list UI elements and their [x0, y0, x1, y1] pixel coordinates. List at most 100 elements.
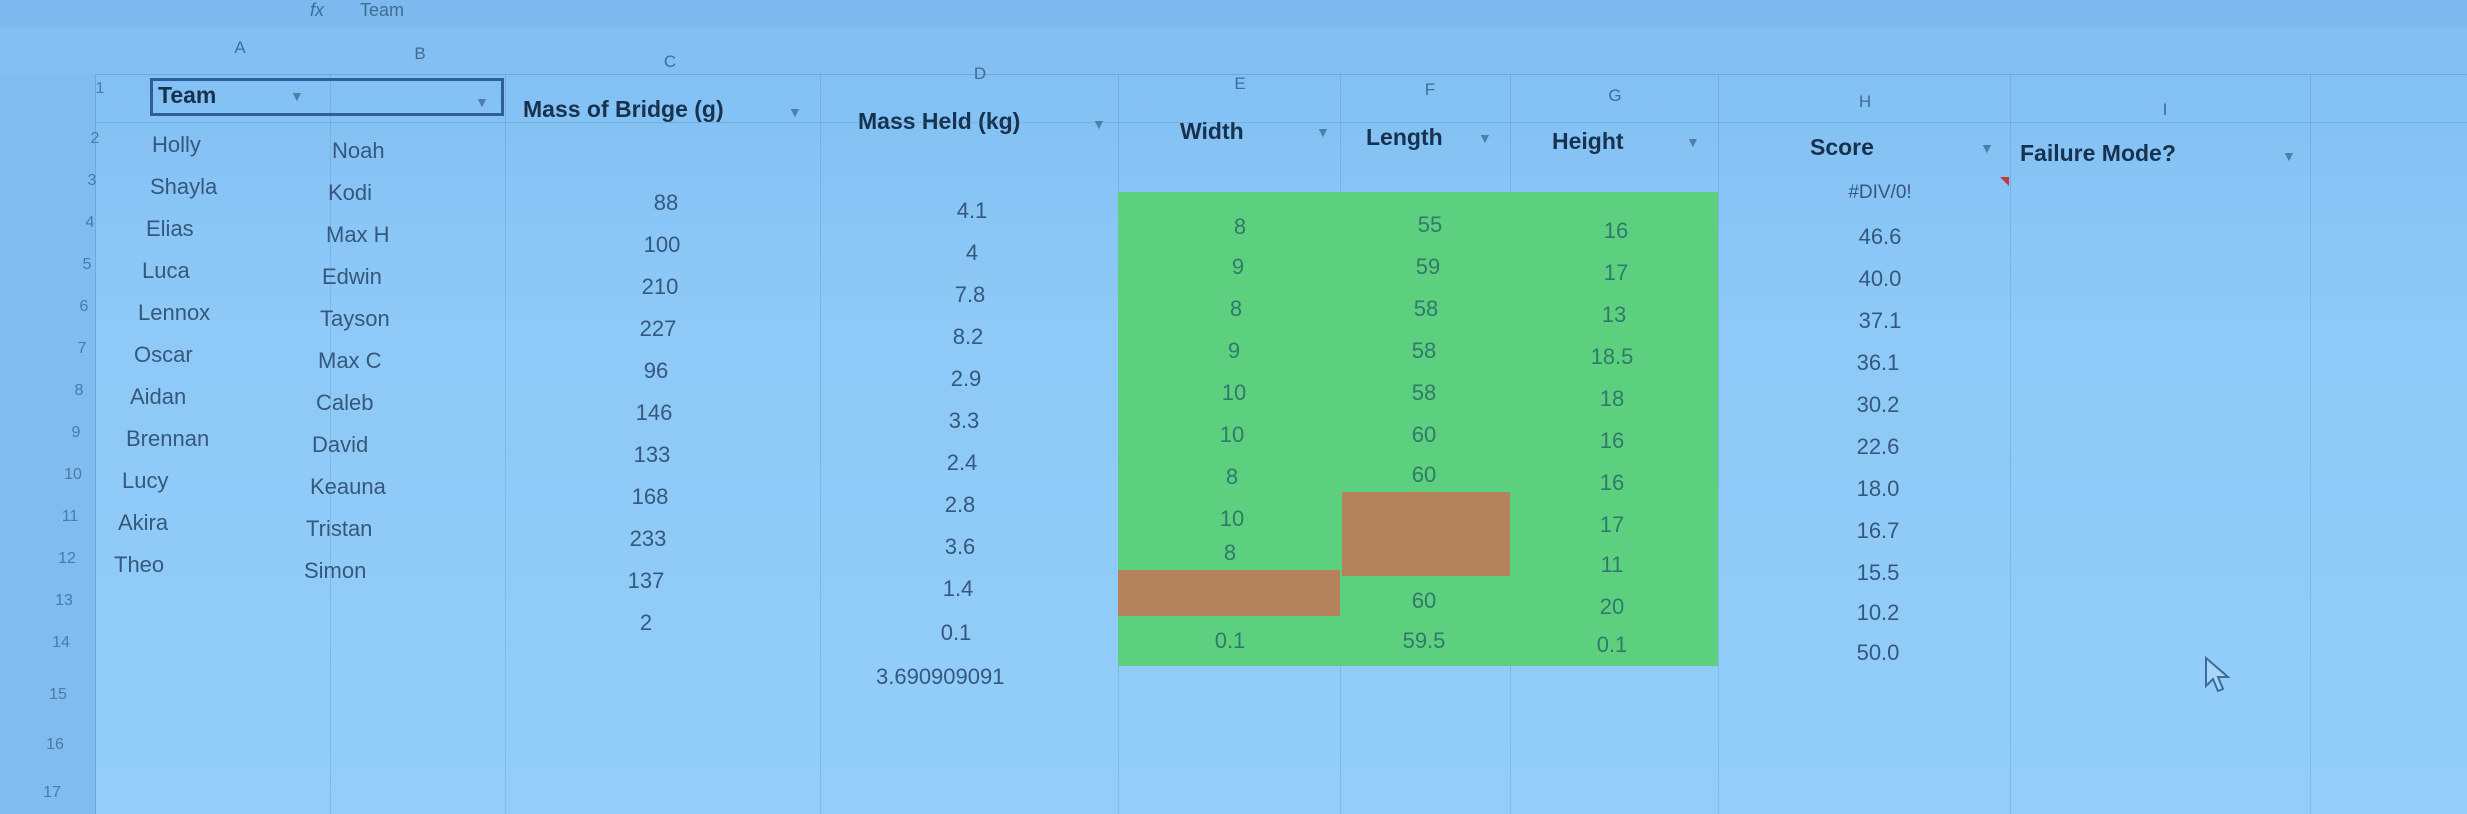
- filter-icon[interactable]: ▼: [1980, 140, 1994, 156]
- cell-g12[interactable]: 11: [1600, 552, 1624, 577]
- cell-d6[interactable]: 8.2: [952, 324, 984, 349]
- row-header-16[interactable]: 16: [46, 736, 64, 753]
- comment-indicator[interactable]: [2000, 177, 2009, 186]
- cell-c6[interactable]: 227: [639, 316, 677, 341]
- cell-f5[interactable]: 59: [1415, 254, 1441, 279]
- formula-bar[interactable]: fx Team: [0, 0, 2467, 26]
- cell-d10[interactable]: 2.8: [944, 492, 976, 517]
- cell-a5[interactable]: Luca: [142, 258, 190, 283]
- cell-c12[interactable]: 137: [627, 568, 665, 593]
- row-header-12[interactable]: 12: [58, 550, 76, 567]
- cell-d3[interactable]: 4.1: [956, 198, 988, 223]
- cell-e5[interactable]: 9: [1231, 254, 1245, 279]
- cell-f6[interactable]: 58: [1413, 296, 1439, 321]
- cell-e11[interactable]: 10: [1219, 506, 1245, 531]
- row-header-15[interactable]: 15: [49, 686, 67, 703]
- cell-h14[interactable]: 50.0: [1856, 640, 1900, 665]
- cell-h7[interactable]: 36.1: [1856, 350, 1900, 375]
- cell-c10[interactable]: 168: [631, 484, 669, 509]
- header-mass-held[interactable]: Mass Held (kg): [858, 108, 1021, 134]
- cell-e10[interactable]: 8: [1225, 464, 1239, 489]
- cell-f8[interactable]: 58: [1411, 380, 1437, 405]
- cell-b6[interactable]: Tayson: [320, 306, 390, 331]
- cell-d7[interactable]: 2.9: [950, 366, 982, 391]
- cell-d9[interactable]: 2.4: [946, 450, 978, 475]
- cell-g8[interactable]: 18: [1599, 386, 1625, 411]
- column-header-d[interactable]: D: [973, 64, 987, 83]
- row-header-8[interactable]: 8: [74, 382, 84, 399]
- cell-e6[interactable]: 8: [1229, 296, 1243, 321]
- cell-g7[interactable]: 18.5: [1590, 344, 1634, 369]
- cell-b10[interactable]: Keauna: [310, 474, 386, 499]
- row-header-1[interactable]: 1: [95, 80, 105, 97]
- cell-g9[interactable]: 16: [1599, 428, 1625, 453]
- column-header-a[interactable]: A: [234, 38, 246, 57]
- row-header-5[interactable]: 5: [82, 256, 92, 273]
- cell-h9[interactable]: 22.6: [1856, 434, 1900, 459]
- column-header-c[interactable]: C: [663, 52, 677, 71]
- cell-a10[interactable]: Lucy: [122, 468, 169, 493]
- cell-e14[interactable]: 0.1: [1214, 628, 1246, 653]
- filter-icon[interactable]: ▼: [1478, 130, 1492, 146]
- cell-a2[interactable]: Holly: [152, 132, 201, 157]
- column-header-i[interactable]: I: [2162, 100, 2168, 119]
- cell-f4[interactable]: 55: [1417, 212, 1443, 237]
- filter-icon[interactable]: ▼: [290, 88, 304, 104]
- header-mass-of-bridge[interactable]: Mass of Bridge (g): [523, 96, 724, 122]
- column-header-b[interactable]: B: [414, 44, 426, 63]
- cell-e4[interactable]: 8: [1233, 214, 1247, 239]
- cell-a4[interactable]: Elias: [146, 216, 194, 241]
- selected-cell-a1[interactable]: [150, 78, 504, 116]
- cell-e7[interactable]: 9: [1227, 338, 1241, 363]
- row-header-7[interactable]: 7: [77, 340, 87, 357]
- cell-e9[interactable]: 10: [1219, 422, 1245, 447]
- cell-a3[interactable]: Shayla: [150, 174, 218, 199]
- row-header-6[interactable]: 6: [79, 298, 89, 315]
- cell-b2[interactable]: Noah: [332, 138, 385, 163]
- cell-g6[interactable]: 13: [1601, 302, 1627, 327]
- cell-a11[interactable]: Akira: [118, 510, 169, 535]
- cell-h6[interactable]: 37.1: [1858, 308, 1902, 333]
- row-header-9[interactable]: 9: [71, 424, 81, 441]
- cell-d11[interactable]: 3.6: [944, 534, 976, 559]
- cell-c4[interactable]: 100: [643, 232, 681, 257]
- cell-c13[interactable]: 2: [639, 610, 653, 635]
- cell-f9[interactable]: 60: [1411, 422, 1437, 447]
- cell-d14[interactable]: 3.690909091: [876, 664, 1005, 689]
- cell-h13[interactable]: 10.2: [1856, 600, 1900, 625]
- column-header-g[interactable]: G: [1608, 86, 1622, 105]
- cell-f14[interactable]: 59.5: [1402, 628, 1446, 653]
- cell-d4[interactable]: 4: [965, 240, 979, 265]
- filter-icon[interactable]: ▼: [1092, 116, 1106, 132]
- column-header-h[interactable]: H: [1858, 92, 1872, 111]
- filter-icon[interactable]: ▼: [2282, 148, 2296, 164]
- cell-g5[interactable]: 17: [1603, 260, 1629, 285]
- row-header-10[interactable]: 10: [64, 466, 82, 483]
- row-header-17[interactable]: 17: [43, 784, 61, 801]
- cell-c5[interactable]: 210: [641, 274, 679, 299]
- cell-b4[interactable]: Max H: [326, 222, 390, 247]
- cell-c8[interactable]: 146: [635, 400, 673, 425]
- cell-c9[interactable]: 133: [633, 442, 671, 467]
- cell-e8[interactable]: 10: [1221, 380, 1247, 405]
- cell-h12[interactable]: 15.5: [1856, 560, 1900, 585]
- cell-d5[interactable]: 7.8: [954, 282, 986, 307]
- cell-h11[interactable]: 16.7: [1856, 518, 1900, 543]
- cell-c11[interactable]: 233: [629, 526, 667, 551]
- cell-h10[interactable]: 18.0: [1856, 476, 1900, 501]
- cell-d8[interactable]: 3.3: [948, 408, 980, 433]
- filter-icon[interactable]: ▼: [1686, 134, 1700, 150]
- cell-a9[interactable]: Brennan: [126, 426, 210, 451]
- column-header-e[interactable]: E: [1234, 74, 1246, 93]
- cell-g4[interactable]: 16: [1603, 218, 1629, 243]
- cell-g11[interactable]: 17: [1599, 512, 1625, 537]
- cell-h5[interactable]: 40.0: [1858, 266, 1902, 291]
- cell-f7[interactable]: 58: [1411, 338, 1437, 363]
- filter-icon[interactable]: ▼: [788, 104, 802, 120]
- formula-value[interactable]: Team: [360, 0, 405, 20]
- cell-d13[interactable]: 0.1: [940, 620, 972, 645]
- cell-f13[interactable]: 60: [1411, 588, 1437, 613]
- cell-a6[interactable]: Lennox: [138, 300, 211, 325]
- cell-b12[interactable]: Simon: [304, 558, 367, 583]
- cell-d12[interactable]: 1.4: [942, 576, 974, 601]
